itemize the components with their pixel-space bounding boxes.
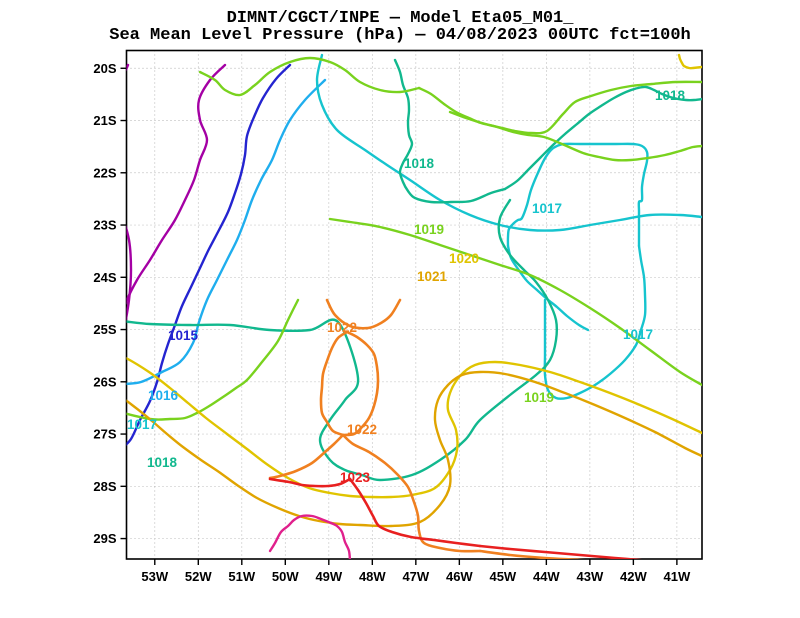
svg-text:23S: 23S [93, 218, 116, 233]
svg-text:1018: 1018 [147, 455, 178, 470]
svg-text:53W: 53W [141, 569, 168, 584]
svg-text:1015: 1015 [168, 328, 199, 343]
svg-text:46W: 46W [446, 569, 473, 584]
svg-text:27S: 27S [93, 427, 116, 442]
svg-text:1017: 1017 [532, 201, 562, 216]
svg-text:1018: 1018 [404, 156, 435, 171]
svg-text:43W: 43W [576, 569, 603, 584]
svg-text:25S: 25S [93, 322, 116, 337]
svg-text:1017: 1017 [127, 417, 157, 432]
svg-text:1022: 1022 [347, 422, 377, 437]
svg-text:1016: 1016 [148, 388, 179, 403]
svg-text:24S: 24S [93, 270, 116, 285]
svg-text:51W: 51W [228, 569, 255, 584]
svg-text:47W: 47W [402, 569, 429, 584]
svg-text:45W: 45W [489, 569, 516, 584]
svg-text:50W: 50W [272, 569, 299, 584]
svg-text:22S: 22S [93, 165, 116, 180]
svg-text:1022: 1022 [327, 320, 357, 335]
svg-text:52W: 52W [185, 569, 212, 584]
svg-text:41W: 41W [664, 569, 691, 584]
svg-text:42W: 42W [620, 569, 647, 584]
svg-text:48W: 48W [359, 569, 386, 584]
svg-text:21S: 21S [93, 113, 116, 128]
svg-text:26S: 26S [93, 374, 116, 389]
svg-text:49W: 49W [315, 569, 342, 584]
svg-text:1017: 1017 [623, 327, 653, 342]
svg-text:20S: 20S [93, 61, 116, 76]
svg-text:44W: 44W [533, 569, 560, 584]
svg-text:1020: 1020 [449, 251, 479, 266]
svg-text:1019: 1019 [524, 390, 554, 405]
svg-text:1018: 1018 [655, 88, 686, 103]
svg-text:1021: 1021 [417, 269, 448, 284]
svg-text:28S: 28S [93, 479, 116, 494]
svg-text:1019: 1019 [414, 222, 444, 237]
svg-text:29S: 29S [93, 531, 116, 546]
svg-text:1023: 1023 [340, 470, 371, 485]
